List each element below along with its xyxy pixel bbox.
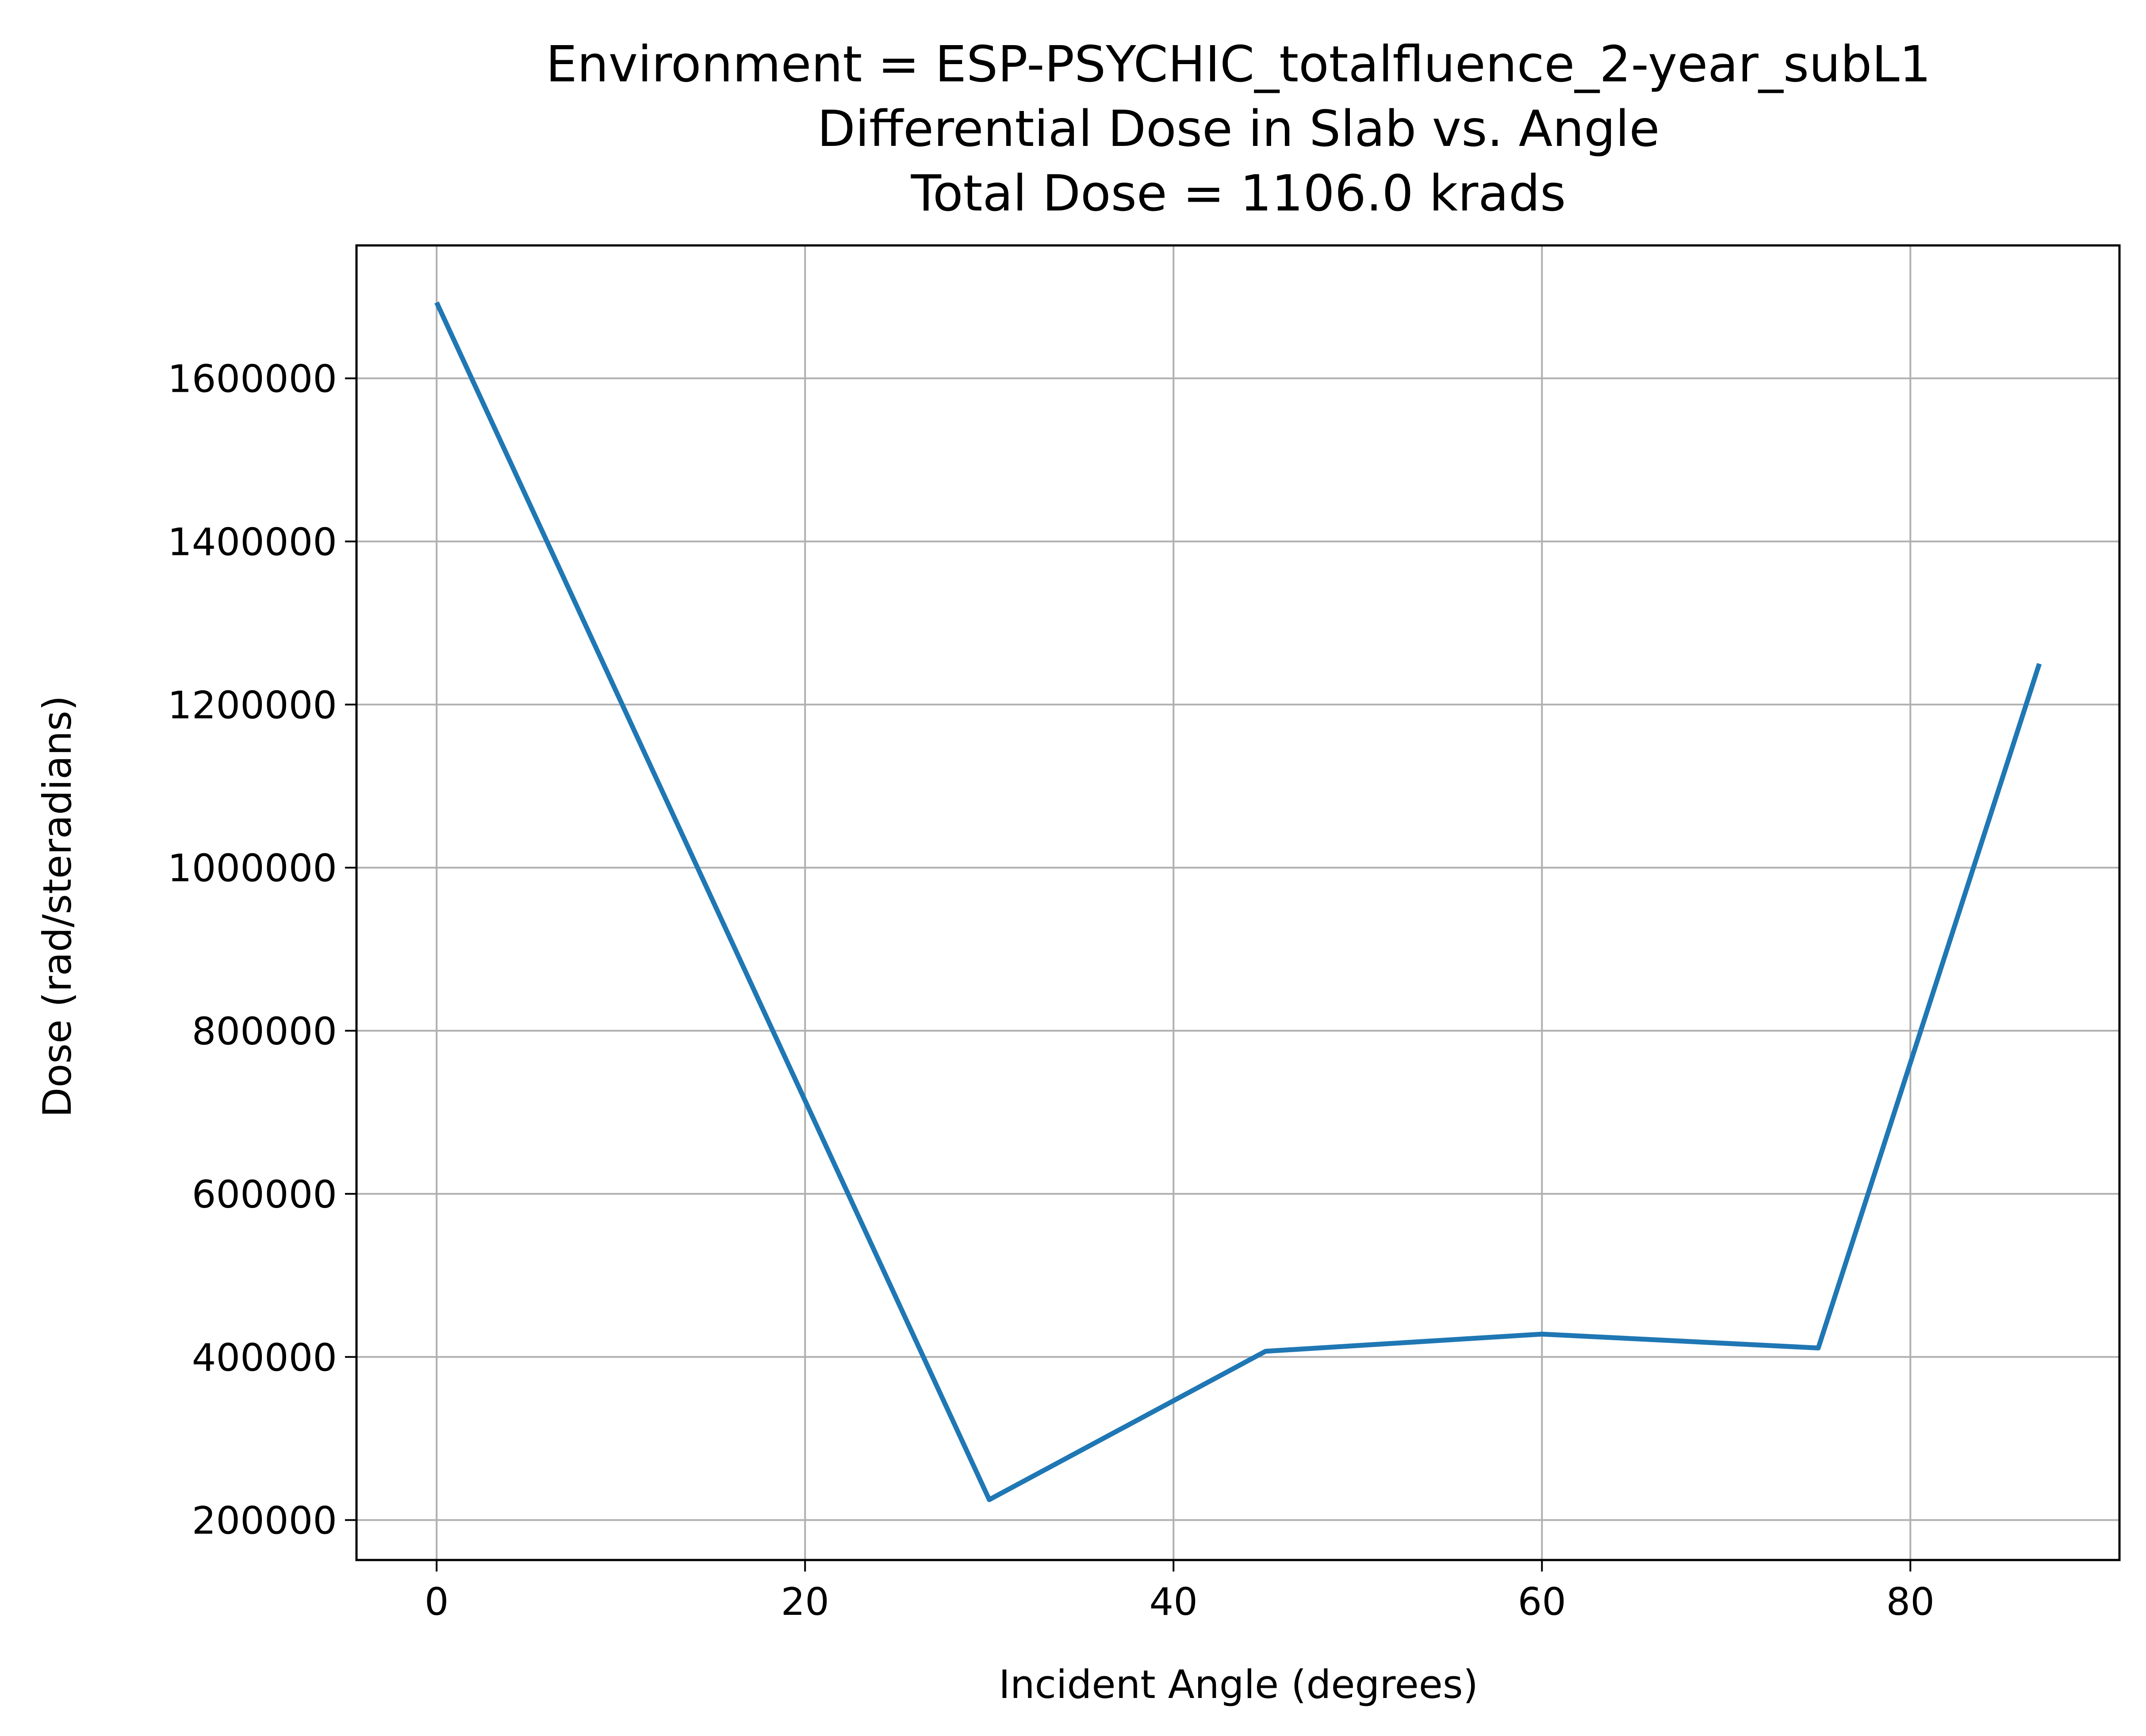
y-tick-label: 1600000 bbox=[168, 357, 337, 401]
x-tick-label: 40 bbox=[1150, 1580, 1198, 1624]
x-tick-label: 60 bbox=[1518, 1580, 1566, 1624]
chart-title-line-2: Differential Dose in Slab vs. Angle bbox=[817, 100, 1660, 158]
y-axis-ticks: 200000 400000 600000 800000 1000000 1200000 14… bbox=[168, 357, 356, 1543]
x-tick-label: 20 bbox=[781, 1580, 829, 1624]
y-axis-label: Dose (rad/steradians) bbox=[34, 696, 80, 1117]
y-tick-label: 1200000 bbox=[168, 683, 337, 727]
grid-lines bbox=[356, 245, 2119, 1560]
x-axis-ticks: 0 20 40 60 80 bbox=[425, 1560, 1935, 1624]
plot-area-frame bbox=[355, 244, 2121, 1561]
chart-title: Environment = ESP-PSYCHIC_totalfluence_2… bbox=[546, 36, 1931, 222]
y-tick-label: 200000 bbox=[192, 1499, 337, 1543]
x-tick-label: 80 bbox=[1886, 1580, 1935, 1624]
y-tick-label: 400000 bbox=[192, 1336, 337, 1380]
series-lines bbox=[434, 301, 2042, 1502]
y-tick-label: 800000 bbox=[192, 1009, 337, 1054]
chart-title-line-1: Environment = ESP-PSYCHIC_totalfluence_2… bbox=[546, 36, 1931, 93]
series-line bbox=[434, 301, 2042, 1502]
y-tick-label: 1400000 bbox=[168, 520, 337, 564]
x-tick-label: 0 bbox=[425, 1580, 449, 1624]
y-tick-label: 600000 bbox=[192, 1173, 337, 1217]
x-axis-label: Incident Angle (degrees) bbox=[999, 1662, 1478, 1707]
chart-title-line-3: Total Dose = 1106.0 krads bbox=[911, 165, 1566, 222]
y-tick-label: 1000000 bbox=[168, 846, 337, 891]
